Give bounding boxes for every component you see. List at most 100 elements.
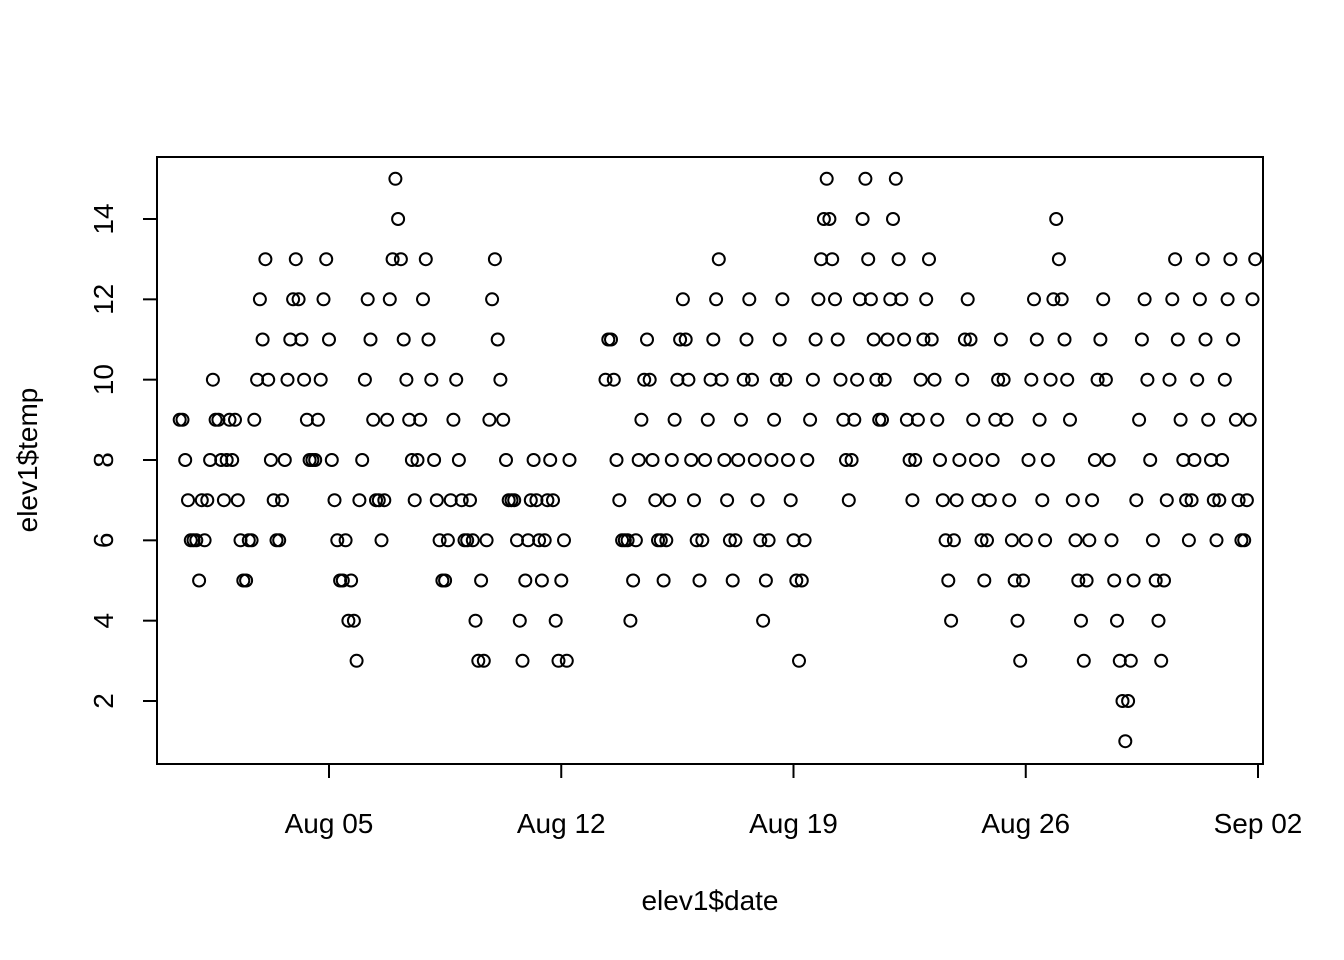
data-point <box>352 493 367 508</box>
data-point <box>205 372 220 387</box>
data-point <box>687 493 701 508</box>
data-point <box>493 372 508 387</box>
data-point <box>294 332 309 347</box>
data-point <box>1118 734 1133 749</box>
data-point <box>1060 372 1075 387</box>
data-point <box>803 412 818 427</box>
data-point <box>194 493 209 508</box>
data-point <box>476 653 491 668</box>
data-point <box>388 171 403 186</box>
data-point <box>775 292 790 307</box>
data-point <box>949 493 964 508</box>
data-point <box>612 493 627 508</box>
data-point <box>1159 493 1174 508</box>
data-point <box>319 252 334 267</box>
data-point <box>1013 653 1028 668</box>
data-point <box>1248 252 1263 267</box>
data-point <box>1201 412 1216 427</box>
data-point <box>628 533 643 548</box>
data-point <box>1226 332 1241 347</box>
data-point <box>841 493 856 508</box>
data-point <box>908 453 923 467</box>
data-point <box>1018 533 1033 548</box>
data-point <box>557 533 571 548</box>
data-point <box>255 332 270 347</box>
data-point <box>1228 412 1243 427</box>
data-point <box>451 453 466 467</box>
data-point <box>805 372 820 387</box>
data-point <box>960 292 975 307</box>
data-point <box>745 372 759 387</box>
data-point <box>736 372 751 387</box>
data-point <box>313 372 328 387</box>
data-point <box>175 412 190 427</box>
data-point <box>863 292 878 307</box>
data-point <box>1187 453 1202 467</box>
data-point <box>393 252 408 267</box>
data-point <box>695 533 710 548</box>
data-point <box>1198 332 1213 347</box>
data-point <box>1035 493 1050 508</box>
data-point <box>969 453 983 467</box>
data-point <box>551 653 566 668</box>
data-point <box>277 453 292 467</box>
data-point <box>966 412 981 427</box>
data-point <box>1115 694 1130 708</box>
data-point <box>474 573 489 588</box>
data-point <box>648 493 663 508</box>
data-point <box>407 493 422 508</box>
data-point <box>955 372 970 387</box>
data-point <box>454 493 469 508</box>
data-point <box>977 573 992 588</box>
data-point <box>844 453 859 467</box>
data-point <box>225 453 240 467</box>
data-point <box>526 453 541 467</box>
data-point <box>800 453 815 467</box>
data-point <box>1162 372 1177 387</box>
data-point <box>275 493 289 508</box>
data-point <box>634 412 649 427</box>
data-point <box>1245 292 1260 307</box>
data-point <box>1220 292 1235 307</box>
data-point <box>548 613 563 628</box>
data-point <box>523 493 538 508</box>
data-point <box>1016 573 1030 588</box>
data-point <box>512 613 527 628</box>
data-point <box>1215 453 1230 467</box>
x-tick-label: Aug 12 <box>517 808 606 839</box>
data-point <box>288 252 303 267</box>
data-point <box>291 292 306 307</box>
data-point <box>822 212 837 226</box>
data-point <box>355 453 370 467</box>
data-point <box>228 412 242 427</box>
data-point <box>1181 533 1196 548</box>
data-point <box>438 573 453 588</box>
data-point <box>662 493 677 508</box>
data-point <box>700 412 715 427</box>
data-point <box>656 573 671 588</box>
data-point <box>1046 292 1061 307</box>
data-point <box>1038 533 1053 548</box>
data-point <box>781 453 795 467</box>
data-point <box>515 653 530 668</box>
data-point <box>1107 573 1122 588</box>
data-point <box>200 493 215 508</box>
data-point <box>178 453 193 467</box>
data-point <box>382 292 397 307</box>
data-point <box>606 372 621 387</box>
data-point <box>421 332 436 347</box>
data-point <box>1057 332 1072 347</box>
data-point <box>698 453 712 467</box>
data-point <box>653 533 668 548</box>
data-point <box>192 573 207 588</box>
data-point <box>1063 412 1077 427</box>
data-point <box>739 332 754 347</box>
data-point <box>769 372 784 387</box>
data-point <box>1148 573 1163 588</box>
data-point <box>985 453 1000 467</box>
data-point <box>396 332 411 347</box>
data-point <box>783 493 798 508</box>
data-point <box>866 332 881 347</box>
